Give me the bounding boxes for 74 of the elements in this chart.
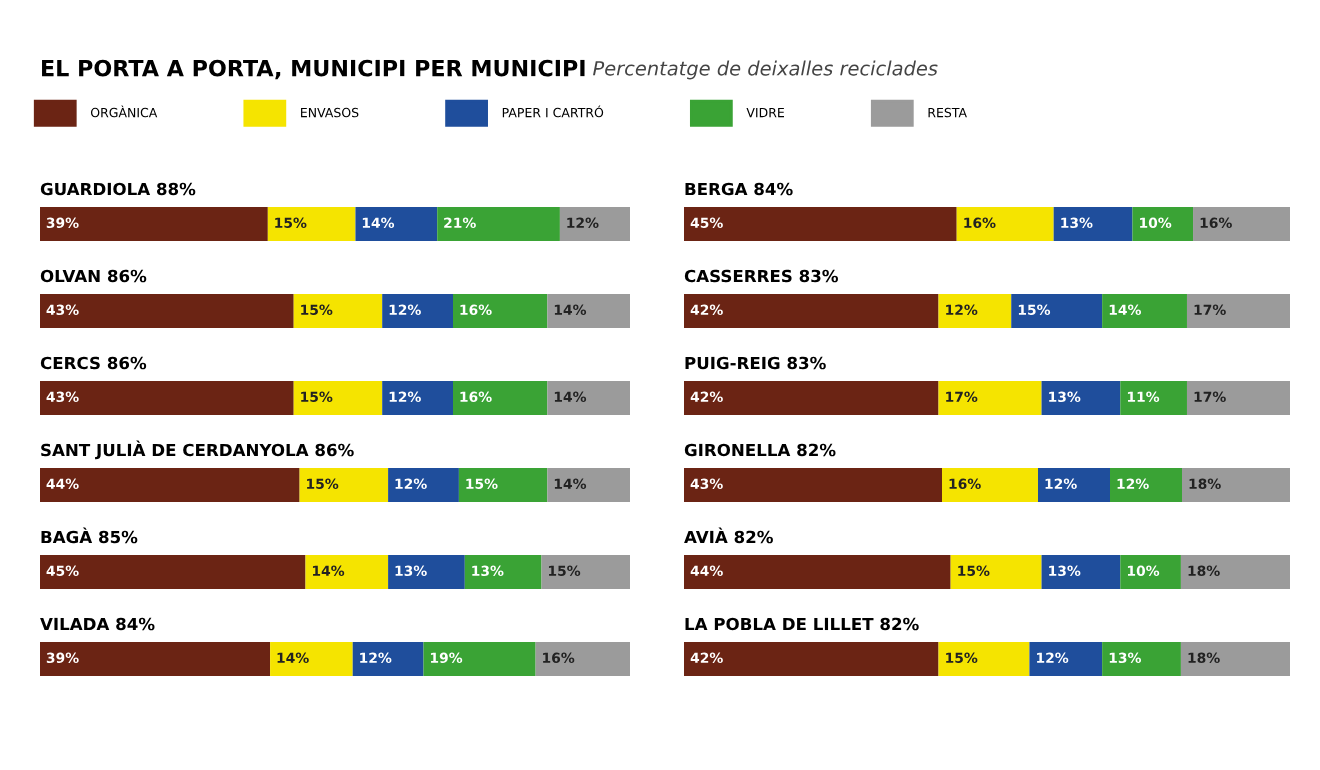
chart-title: GUARDIOLA 88% xyxy=(40,182,196,196)
bar xyxy=(684,555,951,589)
chart-title: VILADA 84% xyxy=(40,617,155,631)
bar xyxy=(942,468,1038,502)
bar xyxy=(388,468,459,502)
bar xyxy=(1182,468,1290,502)
bar xyxy=(950,555,1042,589)
bar xyxy=(684,468,942,502)
chart-title: AVIÀ 82% xyxy=(684,527,773,544)
chart-title: PUIG-REIG 83% xyxy=(685,356,826,370)
chart-title: CASSERRES 83% xyxy=(684,269,838,283)
bar xyxy=(1041,555,1121,589)
bar xyxy=(40,294,294,328)
text: EL PORTA A PORTA, MUNICIPI PER MUNICIPI xyxy=(42,59,585,80)
bar xyxy=(453,294,548,328)
bar xyxy=(1110,468,1182,502)
text: Percentatge de deixalles reciclades xyxy=(593,60,938,80)
bar xyxy=(1186,381,1290,415)
bar xyxy=(40,642,271,676)
bar xyxy=(1029,642,1103,676)
bar xyxy=(1102,642,1181,676)
bar xyxy=(305,555,389,589)
bar xyxy=(684,642,939,676)
bar xyxy=(40,381,294,415)
bar xyxy=(40,468,300,502)
bar xyxy=(1120,555,1181,589)
bar xyxy=(267,207,356,241)
bar xyxy=(541,555,630,589)
bar xyxy=(1132,207,1194,241)
chart-title: LA POBLA DE LILLET 82% xyxy=(685,617,919,631)
bar xyxy=(535,642,630,676)
chart-title: OLVAN 86% xyxy=(40,269,147,283)
bar xyxy=(437,207,560,241)
bar xyxy=(547,294,630,328)
bar xyxy=(293,381,383,415)
bar xyxy=(938,381,1042,415)
bar xyxy=(464,555,542,589)
bar xyxy=(382,381,453,415)
bar xyxy=(40,207,268,241)
bar xyxy=(1186,294,1290,328)
bar xyxy=(1053,207,1133,241)
bar xyxy=(1011,294,1103,328)
bar xyxy=(1038,468,1110,502)
bar xyxy=(270,642,353,676)
bar xyxy=(547,468,630,502)
bar xyxy=(1041,381,1121,415)
bar xyxy=(453,381,548,415)
bar xyxy=(458,468,548,502)
bar xyxy=(1102,294,1187,328)
bar xyxy=(1180,642,1290,676)
bar xyxy=(40,555,306,589)
bar xyxy=(1120,381,1187,415)
bar xyxy=(352,642,424,676)
bar xyxy=(1180,555,1290,589)
bar xyxy=(684,207,957,241)
chart-title: SANT JULIÀ DE CERDANYOLA 86% xyxy=(41,440,354,460)
bar xyxy=(388,555,465,589)
bar xyxy=(547,381,630,415)
chart-title: CERCS 86% xyxy=(40,356,147,370)
chart-title: GIRONELLA 82% xyxy=(684,443,836,457)
bar xyxy=(938,294,1012,328)
bar xyxy=(559,207,630,241)
bar xyxy=(684,381,939,415)
chart-title: BAGÀ 85% xyxy=(41,527,138,544)
bar xyxy=(423,642,536,676)
bar xyxy=(956,207,1054,241)
bar xyxy=(355,207,438,241)
bar xyxy=(938,642,1030,676)
bar xyxy=(293,294,383,328)
bar xyxy=(684,294,939,328)
bar xyxy=(299,468,389,502)
bar xyxy=(1193,207,1290,241)
chart-title: BERGA 84% xyxy=(685,182,793,196)
bar xyxy=(382,294,453,328)
